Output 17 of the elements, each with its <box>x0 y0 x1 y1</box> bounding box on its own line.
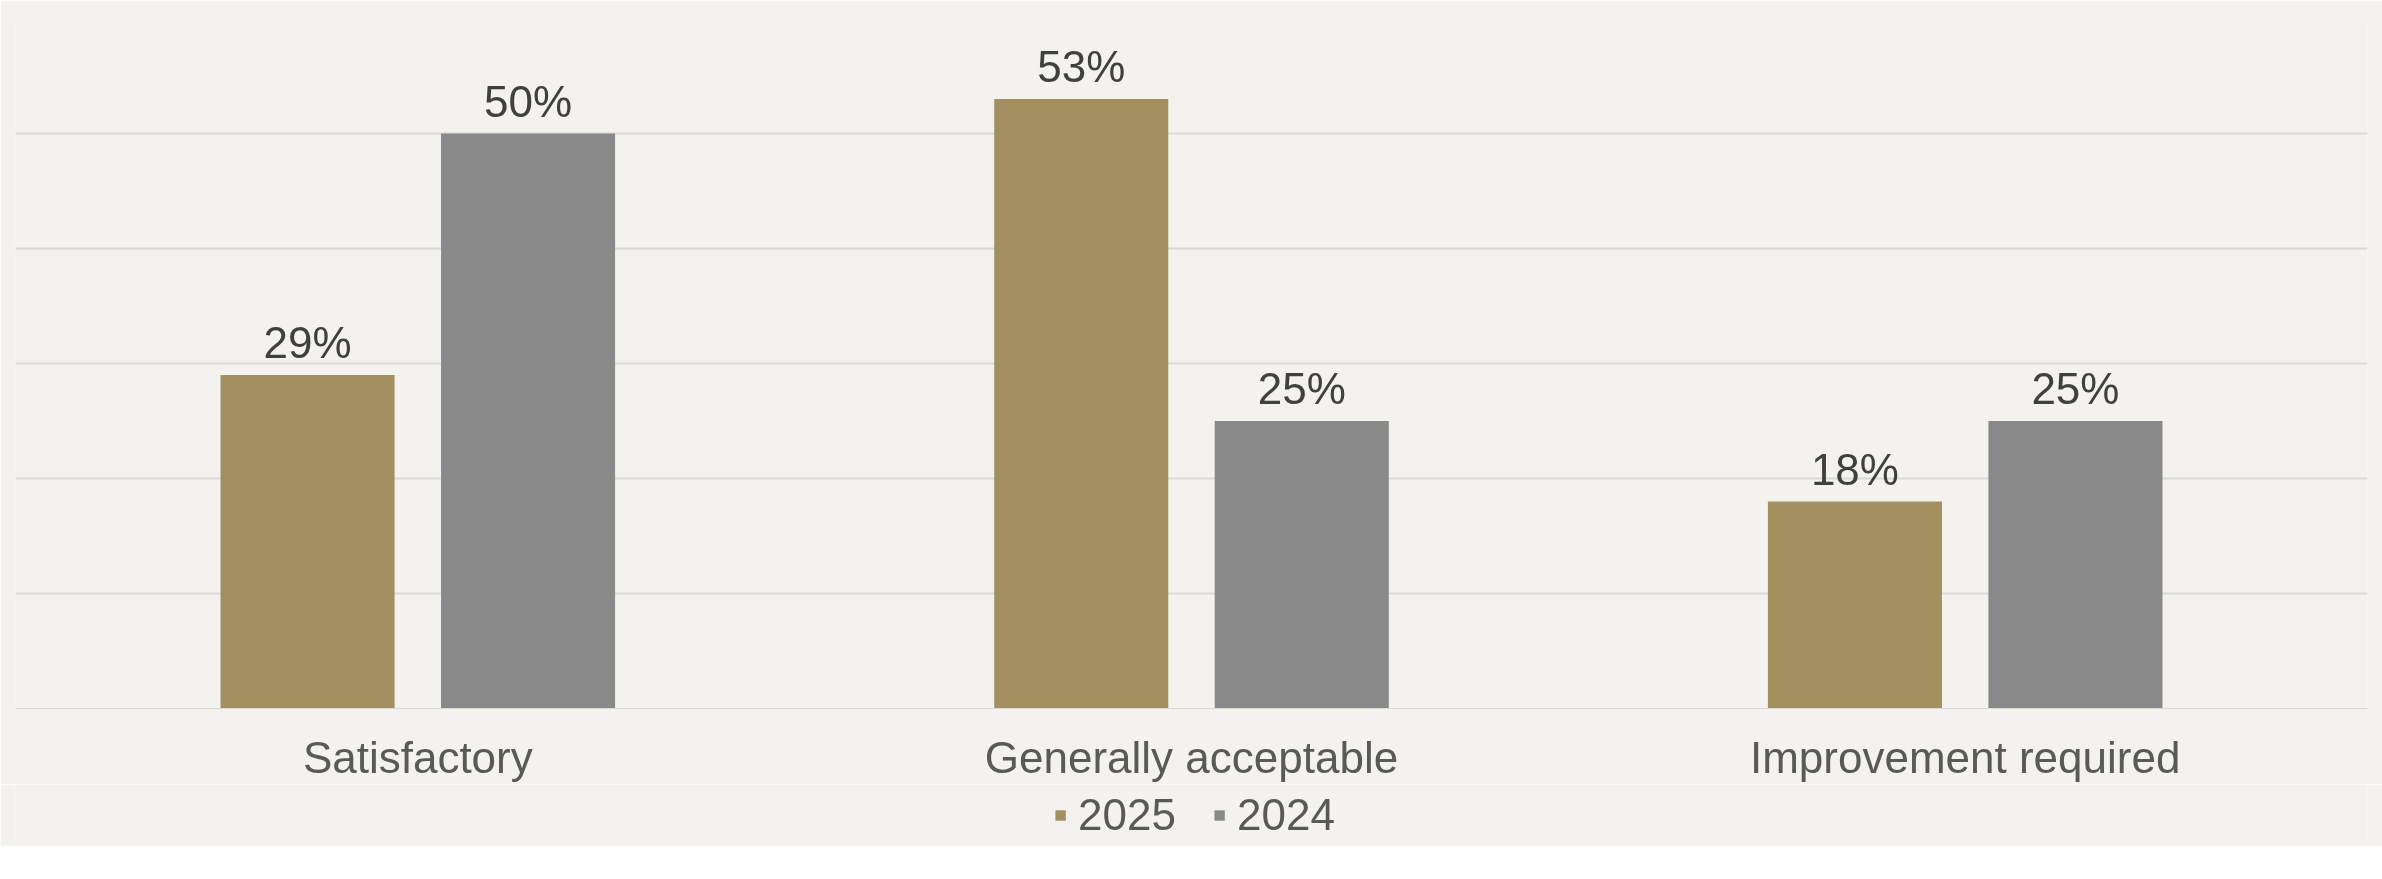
data-label: 18% <box>1810 444 1899 494</box>
bar <box>1214 421 1389 709</box>
x-tick-label: Generally acceptable <box>984 732 1399 782</box>
data-label: 29% <box>263 318 352 367</box>
data-label: 25% <box>1257 364 1346 413</box>
data-label: 53% <box>1037 42 1126 91</box>
x-tick-label: Satisfactory <box>302 732 533 782</box>
bar <box>1767 501 1942 709</box>
legend-label: 2025 <box>1078 790 1176 840</box>
data-label: 25% <box>2031 364 2120 413</box>
bar <box>994 99 1169 709</box>
legend-label: 2024 <box>1237 790 1335 840</box>
bar <box>1988 421 2163 709</box>
x-tick-label: Improvement required <box>1749 732 2181 782</box>
bar <box>441 133 616 709</box>
bar <box>220 375 395 709</box>
data-label: 50% <box>484 76 573 126</box>
